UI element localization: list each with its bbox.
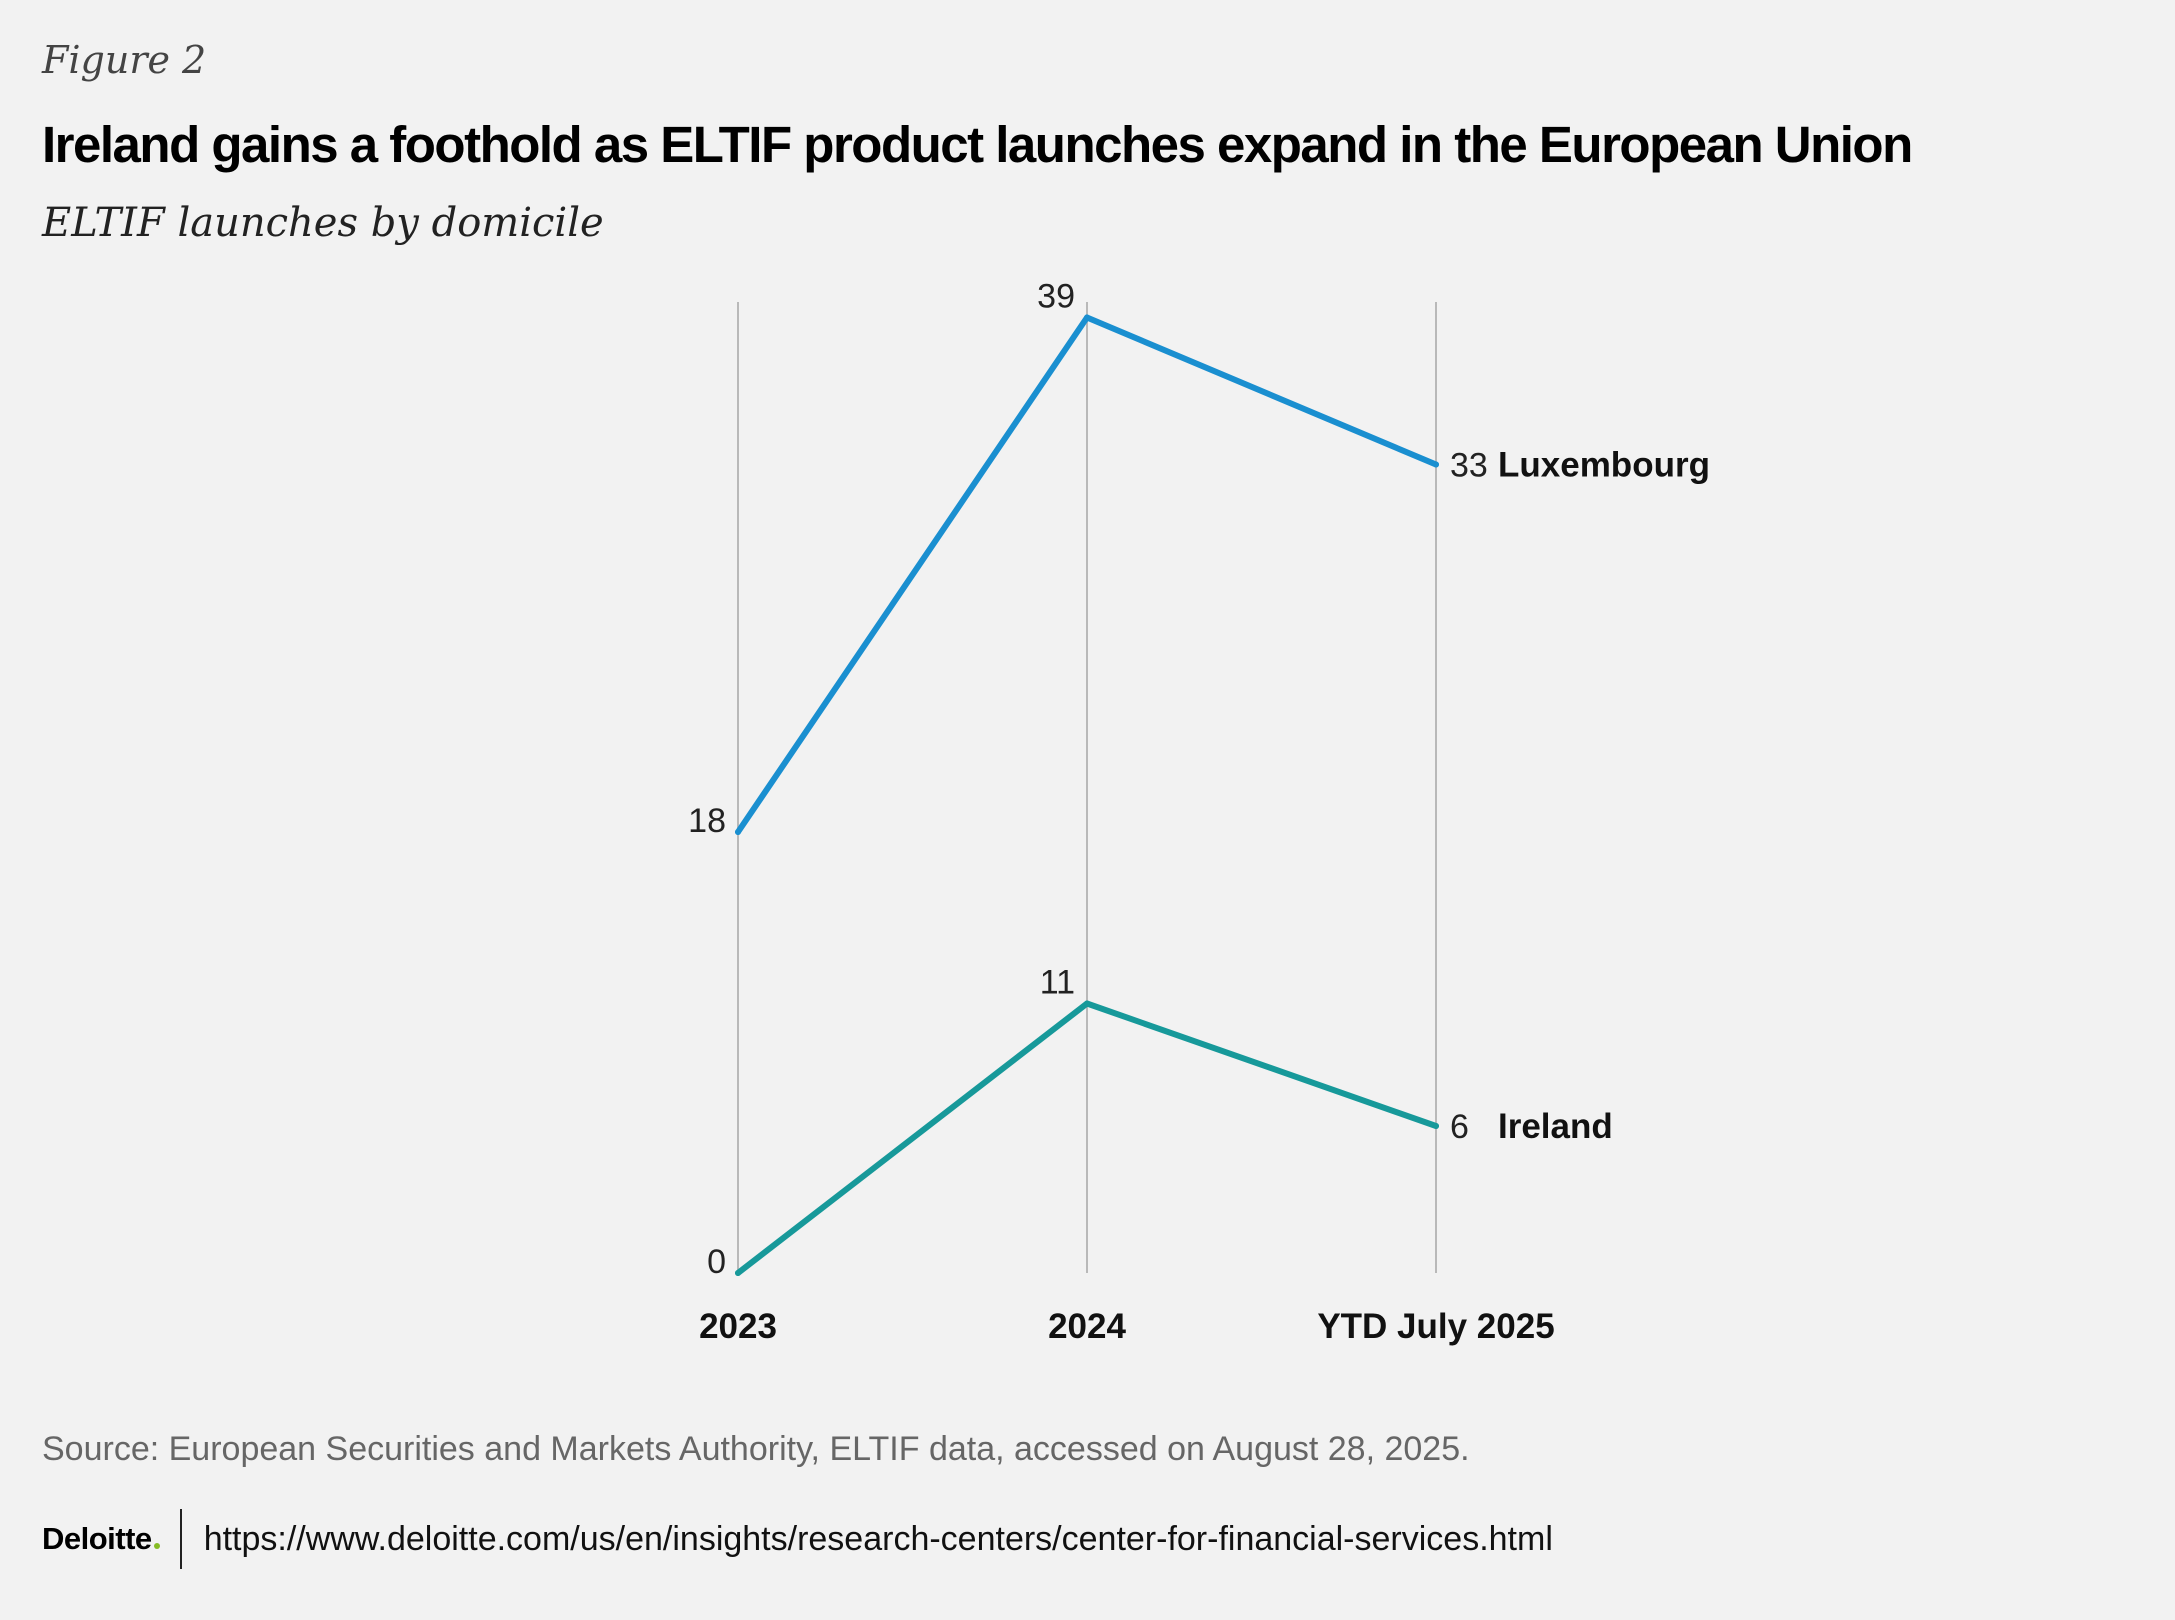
x-tick-label: YTD July 2025	[1317, 1307, 1554, 1346]
data-point	[1084, 314, 1090, 321]
data-point	[1084, 1000, 1090, 1007]
data-point	[735, 829, 741, 835]
data-label: 18	[688, 802, 726, 840]
logo-text: Deloitte	[42, 1521, 152, 1556]
figure-label: Figure 2	[42, 38, 207, 82]
data-label: 33	[1450, 447, 1488, 485]
source-note: Source: European Securities and Markets …	[42, 1430, 1470, 1468]
logo-dot-icon	[153, 1543, 160, 1549]
data-point	[735, 1270, 741, 1276]
data-point	[1433, 461, 1439, 468]
chart-title: Ireland gains a foothold as ELTIF produc…	[42, 116, 1913, 173]
data-label: 11	[1040, 964, 1075, 1002]
series-label: Luxembourg	[1498, 446, 1710, 485]
footer-divider	[179, 1509, 182, 1569]
data-label: 0	[707, 1243, 726, 1281]
data-point	[1433, 1123, 1439, 1129]
footer-url: https://www.deloitte.com/us/en/insights/…	[203, 1519, 1553, 1558]
footer: Deloitte https://www.deloitte.com/us/en/…	[42, 1508, 1553, 1570]
data-label: 6	[1450, 1108, 1469, 1146]
x-tick-label: 2024	[1048, 1307, 1126, 1346]
data-label: 39	[1037, 278, 1075, 316]
chart-subtitle: ELTIF launches by domicile	[42, 200, 604, 246]
deloitte-logo: Deloitte	[42, 1521, 160, 1557]
series-label: Ireland	[1498, 1107, 1613, 1146]
x-tick-label: 2023	[699, 1307, 777, 1346]
